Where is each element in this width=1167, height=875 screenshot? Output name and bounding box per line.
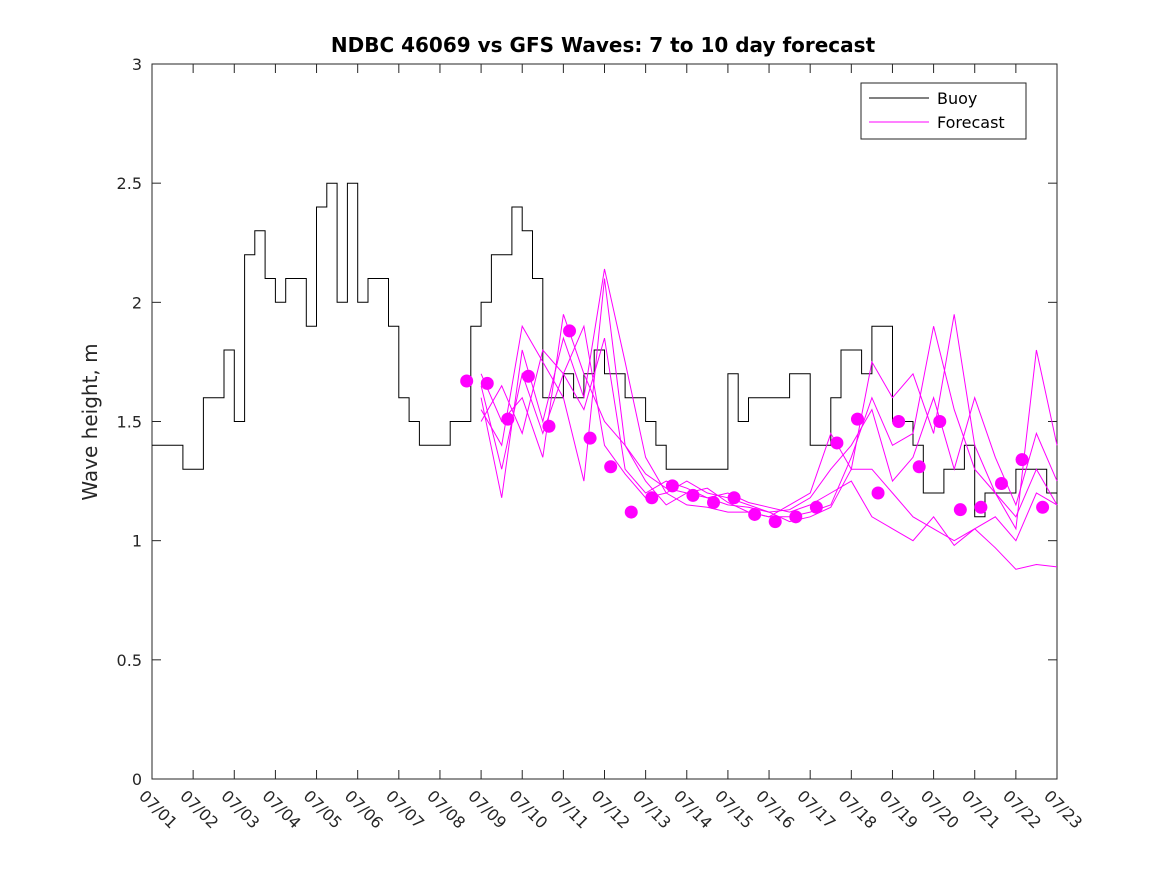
- y-tick-label: 0.5: [117, 651, 142, 670]
- legend: Buoy Forecast: [860, 82, 1027, 140]
- forecast-point: [1015, 453, 1029, 467]
- forecast-point: [994, 476, 1008, 490]
- forecast-point: [542, 419, 556, 433]
- y-tick-label: 1.5: [117, 413, 142, 432]
- forecast-line: [480, 314, 1058, 513]
- forecast-point: [748, 507, 762, 521]
- y-tick-label: 1: [132, 532, 142, 551]
- legend-buoy-label: Buoy: [937, 89, 977, 108]
- chart-title: NDBC 46069 vs GFS Waves: 7 to 10 day for…: [331, 33, 876, 57]
- y-axis-label: Wave height, m: [78, 343, 102, 500]
- forecast-point: [871, 486, 885, 500]
- y-tick-label: 3: [132, 55, 142, 74]
- y-tick-label: 2: [132, 293, 142, 312]
- forecast-point: [624, 505, 638, 519]
- forecast-point: [1036, 500, 1050, 514]
- forecast-point: [645, 491, 659, 505]
- y-tick-label: 2.5: [117, 174, 142, 193]
- forecast-point: [789, 510, 803, 524]
- forecast-point: [768, 515, 782, 529]
- forecast-point: [460, 374, 474, 388]
- forecast-point: [830, 436, 844, 450]
- legend-box: [860, 82, 1027, 140]
- forecast-point: [501, 412, 515, 426]
- forecast-line: [480, 314, 1058, 531]
- forecast-line: [480, 337, 1058, 547]
- forecast-point: [953, 503, 967, 517]
- forecast-point: [892, 415, 906, 428]
- forecast-point: [974, 500, 988, 514]
- forecast-point: [809, 500, 823, 514]
- y-tick-label: 0: [132, 770, 142, 789]
- forecast-point: [604, 460, 618, 474]
- forecast-point: [912, 460, 926, 474]
- forecast-point: [521, 369, 535, 383]
- forecast-point: [583, 431, 597, 445]
- legend-forecast-label: Forecast: [937, 113, 1005, 132]
